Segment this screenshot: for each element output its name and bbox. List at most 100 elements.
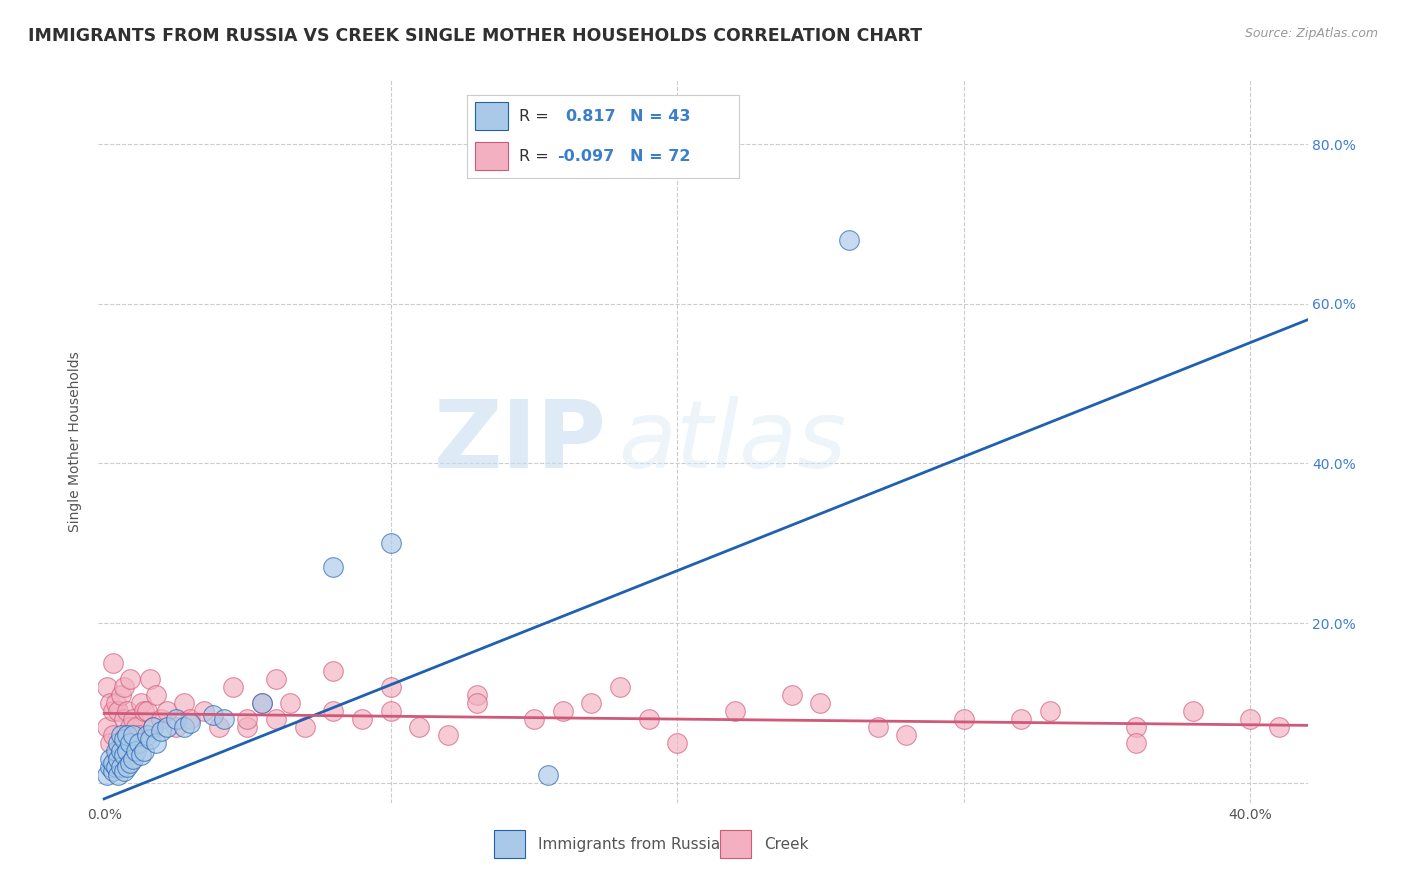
Point	[134, 744, 156, 758]
Point	[896, 728, 918, 742]
Point	[112, 764, 135, 778]
Point	[98, 760, 121, 774]
Point	[380, 680, 402, 694]
Point	[104, 752, 127, 766]
Point	[142, 720, 165, 734]
Point	[780, 688, 803, 702]
Point	[280, 696, 302, 710]
Point	[609, 680, 631, 694]
Point	[350, 712, 373, 726]
Point	[121, 712, 143, 726]
Text: Source: ZipAtlas.com: Source: ZipAtlas.com	[1244, 27, 1378, 40]
Point	[150, 712, 173, 726]
Point	[118, 672, 141, 686]
Point	[107, 752, 129, 766]
Y-axis label: Single Mother Households: Single Mother Households	[69, 351, 83, 532]
Point	[98, 736, 121, 750]
Point	[121, 728, 143, 742]
Point	[465, 696, 488, 710]
Point	[156, 720, 179, 734]
Point	[131, 696, 153, 710]
Point	[121, 736, 143, 750]
Point	[96, 680, 118, 694]
Point	[437, 728, 460, 742]
Point	[551, 704, 574, 718]
Point	[101, 756, 124, 770]
Point	[136, 728, 159, 742]
Point	[1039, 704, 1062, 718]
Point	[96, 720, 118, 734]
Point	[115, 704, 138, 718]
Point	[222, 680, 245, 694]
Point	[294, 720, 316, 734]
Point	[118, 720, 141, 734]
Point	[115, 760, 138, 774]
Point	[202, 708, 225, 723]
Point	[118, 736, 141, 750]
Point	[179, 715, 201, 730]
Point	[179, 712, 201, 726]
Point	[264, 672, 287, 686]
Text: ZIP: ZIP	[433, 395, 606, 488]
Point	[250, 696, 273, 710]
Point	[128, 736, 150, 750]
Point	[250, 696, 273, 710]
Point	[98, 752, 121, 766]
Point	[145, 736, 167, 750]
Point	[322, 560, 344, 574]
Point	[104, 760, 127, 774]
Point	[173, 720, 195, 734]
Point	[136, 704, 159, 718]
Point	[128, 728, 150, 742]
Point	[156, 704, 179, 718]
Point	[214, 712, 236, 726]
Point	[1181, 704, 1204, 718]
Point	[101, 728, 124, 742]
Point	[104, 696, 127, 710]
Point	[110, 756, 132, 770]
Point	[408, 720, 430, 734]
Point	[139, 672, 162, 686]
Text: atlas: atlas	[619, 396, 846, 487]
Point	[208, 720, 231, 734]
Point	[110, 728, 132, 742]
Point	[666, 736, 689, 750]
Point	[322, 664, 344, 678]
Point	[101, 764, 124, 778]
Point	[107, 744, 129, 758]
Point	[1268, 720, 1291, 734]
Point	[810, 696, 832, 710]
Point	[173, 696, 195, 710]
Point	[165, 712, 187, 726]
Point	[110, 760, 132, 774]
Point	[121, 752, 143, 766]
Point	[115, 744, 138, 758]
Point	[118, 756, 141, 770]
Point	[104, 744, 127, 758]
Point	[723, 704, 745, 718]
Point	[112, 747, 135, 762]
Point	[124, 720, 146, 734]
Point	[637, 712, 659, 726]
Point	[110, 688, 132, 702]
Point	[465, 688, 488, 702]
Point	[193, 704, 215, 718]
Point	[101, 656, 124, 670]
Point	[838, 233, 860, 247]
Point	[380, 536, 402, 550]
Point	[523, 712, 546, 726]
Point	[112, 712, 135, 726]
Point	[107, 768, 129, 782]
Point	[1010, 712, 1032, 726]
Point	[112, 731, 135, 746]
Point	[107, 736, 129, 750]
Point	[145, 688, 167, 702]
Point	[1125, 736, 1147, 750]
Point	[952, 712, 974, 726]
Point	[1125, 720, 1147, 734]
Point	[98, 696, 121, 710]
Point	[96, 768, 118, 782]
Point	[131, 747, 153, 762]
Text: IMMIGRANTS FROM RUSSIA VS CREEK SINGLE MOTHER HOUSEHOLDS CORRELATION CHART: IMMIGRANTS FROM RUSSIA VS CREEK SINGLE M…	[28, 27, 922, 45]
Point	[236, 720, 259, 734]
